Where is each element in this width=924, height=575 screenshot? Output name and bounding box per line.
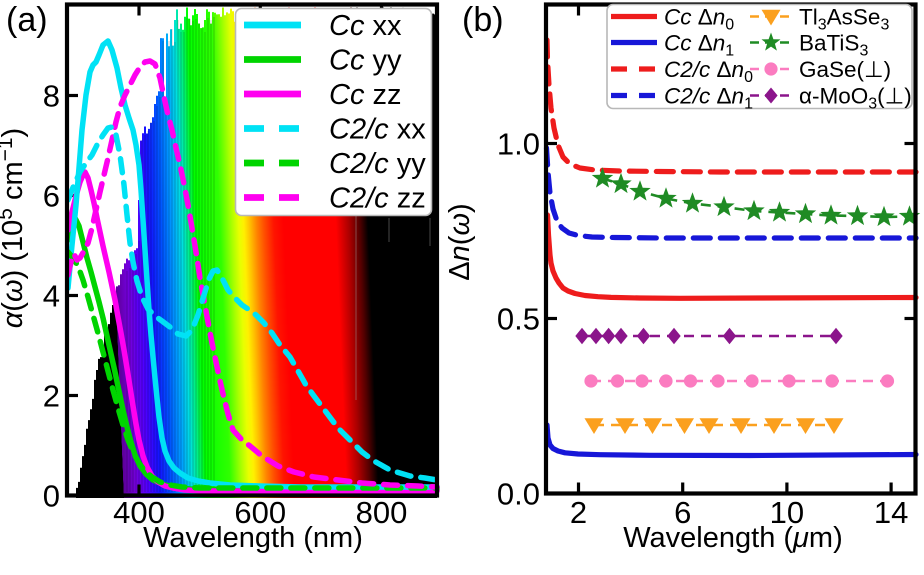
- svg-text:Cc zz: Cc zz: [329, 79, 402, 111]
- svg-text:1.0: 1.0: [497, 127, 540, 162]
- svg-text:(b): (b): [462, 1, 504, 39]
- svg-text:α-MoO3(⊥): α-MoO3(⊥): [799, 84, 912, 113]
- svg-text:(a): (a): [6, 1, 48, 39]
- svg-text:Wavelength (μm): Wavelength (μm): [623, 522, 843, 554]
- svg-text:8: 8: [43, 79, 60, 114]
- svg-text:Cc xx: Cc xx: [329, 10, 402, 42]
- svg-text:2: 2: [43, 379, 60, 414]
- svg-text:Cc yy: Cc yy: [329, 45, 402, 77]
- svg-text:C2/c zz: C2/c zz: [329, 183, 426, 215]
- svg-text:0.0: 0.0: [497, 477, 540, 512]
- svg-text:6: 6: [674, 495, 691, 530]
- svg-text:800: 800: [356, 495, 408, 530]
- svg-text:0.5: 0.5: [497, 302, 540, 337]
- svg-text:6: 6: [43, 179, 60, 214]
- svg-text:4: 4: [43, 279, 60, 314]
- svg-text:Wavelength (nm): Wavelength (nm): [143, 522, 363, 554]
- svg-text:C2/c xx: C2/c xx: [329, 114, 426, 146]
- svg-text:14: 14: [874, 495, 908, 530]
- svg-text:Δn(ω): Δn(ω): [444, 203, 476, 280]
- svg-text:600: 600: [234, 495, 286, 530]
- svg-text:10: 10: [770, 495, 804, 530]
- svg-text:Tl3AsSe3: Tl3AsSe3: [799, 5, 889, 34]
- svg-text:BaTiS3: BaTiS3: [799, 31, 868, 60]
- svg-text:400: 400: [113, 495, 165, 530]
- svg-text:C2/c Δn1: C2/c Δn1: [664, 84, 753, 113]
- svg-text:C2/c Δn0: C2/c Δn0: [664, 57, 753, 86]
- svg-text:Cc Δn1: Cc Δn1: [664, 31, 734, 60]
- svg-text:Cc Δn0: Cc Δn0: [664, 5, 734, 34]
- svg-text:2: 2: [570, 495, 587, 530]
- svg-text:0: 0: [43, 479, 60, 514]
- svg-text:GaSe(⊥): GaSe(⊥): [799, 57, 891, 82]
- svg-text:C2/c yy: C2/c yy: [329, 148, 426, 180]
